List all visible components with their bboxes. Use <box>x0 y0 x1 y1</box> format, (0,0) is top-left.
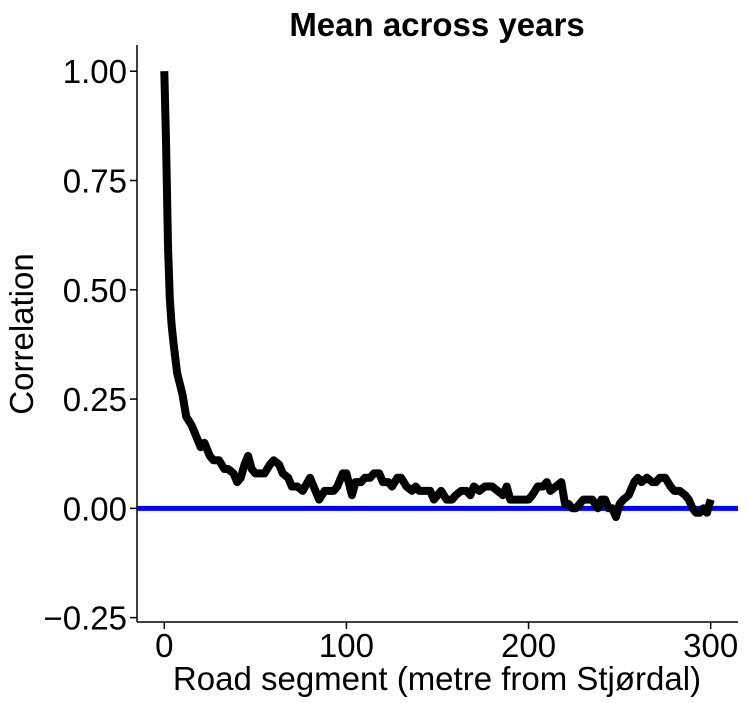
x-tick-label: 200 <box>501 627 556 664</box>
y-tick-label: 0.00 <box>63 490 127 527</box>
x-axis-ticks: 0 100 200 300 <box>155 622 738 664</box>
y-tick-label: −0.25 <box>44 600 128 637</box>
plot-area: −0.25 0.00 0.25 0.50 0.75 1.00 0 100 200 300 <box>44 45 738 664</box>
x-tick-label: 0 <box>155 627 173 664</box>
correlation-series-line <box>160 71 715 522</box>
x-tick-label: 300 <box>683 627 738 664</box>
y-tick-label: 0.50 <box>63 272 127 309</box>
x-axis-title: Road segment (metre from Stjørdal) <box>173 660 701 697</box>
chart-title: Mean across years <box>289 6 584 43</box>
y-tick-label: 0.75 <box>63 163 127 200</box>
y-tick-label: 1.00 <box>63 53 127 90</box>
y-tick-label: 0.25 <box>63 381 127 418</box>
x-tick-label: 100 <box>319 627 374 664</box>
y-axis-ticks: −0.25 0.00 0.25 0.50 0.75 1.00 <box>44 53 137 637</box>
y-axis-title: Correlation <box>3 253 40 414</box>
